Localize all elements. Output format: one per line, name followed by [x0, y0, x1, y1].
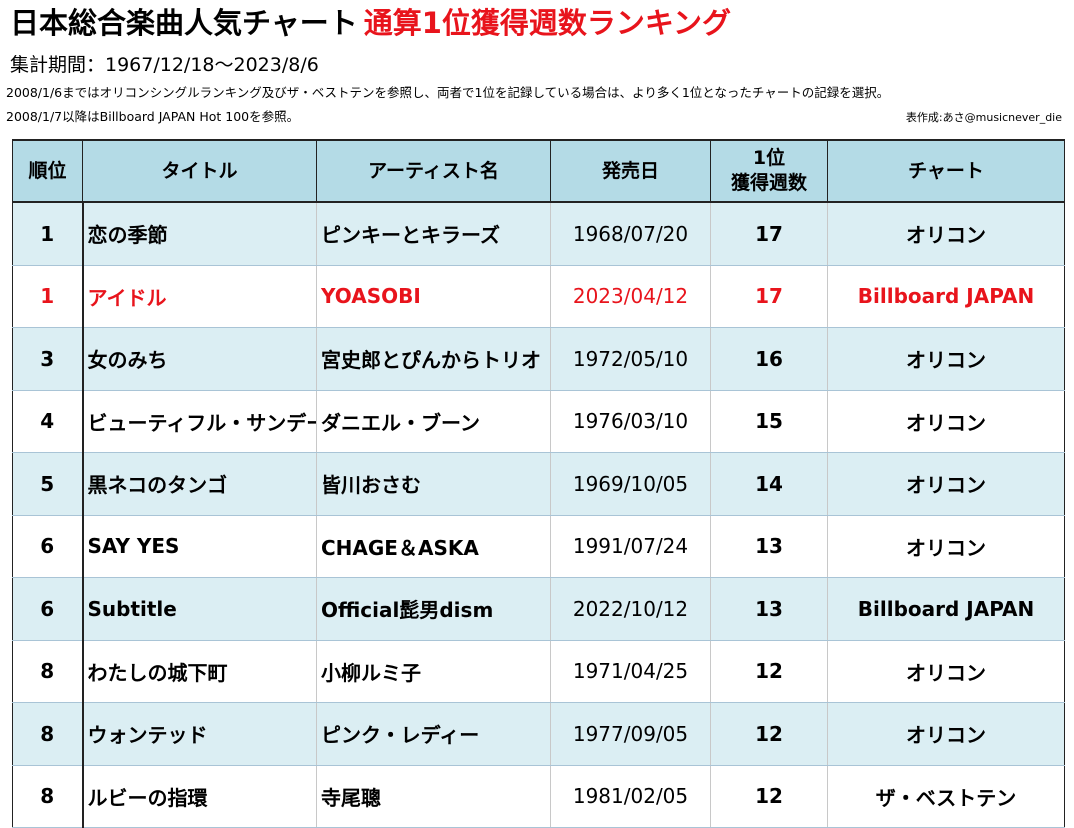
cell-title: アイドル	[81, 265, 317, 328]
title-subtitle: 通算1位獲得週数ランキング	[363, 6, 732, 40]
table-row: 6 Subtitle Official髭男dism 2022/10/12 13 Billb…	[12, 577, 1065, 641]
cell-weeks: 14	[710, 452, 828, 516]
credit: 表作成:あさ@musicnever_die	[905, 111, 1062, 124]
header-weeks: 1位獲得週数	[710, 139, 828, 203]
table-row: 1 アイドル YOASOBI 2023/04/12 17 Billboard JAPAN	[12, 265, 1065, 328]
cell-chart: ザ・ベストテン	[827, 765, 1065, 828]
cell-chart: Billboard JAPAN	[827, 577, 1065, 641]
header-weeks-line2: 獲得週数	[730, 172, 807, 194]
cell-release-date: 2022/10/12	[550, 577, 711, 641]
cell-artist: 寺尾聰	[316, 765, 551, 828]
table-row: 4 ビューティフル・サンデー ダニエル・ブーン 1976/03/10 15 オリコン	[12, 390, 1065, 453]
cell-rank: 8	[12, 765, 83, 828]
cell-artist: Official髭男dism	[316, 577, 551, 641]
cell-title: わたしの城下町	[81, 640, 317, 703]
cell-rank: 1	[12, 202, 83, 266]
cell-title: 恋の季節	[81, 202, 317, 266]
cell-weeks: 17	[710, 202, 828, 266]
cell-release-date: 1977/09/05	[550, 702, 711, 766]
aggregation-period: 集計期間：1967/12/18～2023/8/6	[10, 54, 319, 76]
cell-weeks: 12	[710, 765, 828, 828]
cell-chart: オリコン	[827, 515, 1065, 578]
title-main: 日本総合楽曲人気チャート	[10, 6, 358, 40]
header-weeks-line1: 1位	[752, 147, 786, 169]
cell-rank: 3	[12, 327, 83, 391]
cell-release-date: 1972/05/10	[550, 327, 711, 391]
cell-chart: オリコン	[827, 327, 1065, 391]
table-row: 8 ルビーの指環 寺尾聰 1981/02/05 12 ザ・ベストテン	[12, 765, 1065, 828]
cell-weeks: 13	[710, 577, 828, 641]
page-title: 日本総合楽曲人気チャート 通算1位獲得週数ランキング	[10, 4, 731, 42]
cell-weeks: 12	[710, 702, 828, 766]
cell-rank: 1	[12, 265, 83, 328]
cell-rank: 5	[12, 452, 83, 516]
cell-weeks: 12	[710, 640, 828, 703]
source-note-1: 2008/1/6まではオリコンシングルランキング及びザ・ベストテンを参照し、両者…	[6, 85, 890, 100]
cell-title: Subtitle	[81, 577, 317, 641]
cell-rank: 6	[12, 577, 83, 641]
cell-artist: 小柳ルミ子	[316, 640, 551, 703]
cell-artist: ダニエル・ブーン	[316, 390, 551, 453]
cell-title: ウォンテッド	[81, 702, 317, 766]
cell-release-date: 1991/07/24	[550, 515, 711, 578]
cell-title: ビューティフル・サンデー	[81, 390, 317, 453]
cell-title: SAY YES	[81, 515, 317, 578]
table-row: 6 SAY YES CHAGE＆ASKA 1991/07/24 13 オリコン	[12, 515, 1065, 578]
cell-artist: 皆川おさむ	[316, 452, 551, 516]
cell-release-date: 1971/04/25	[550, 640, 711, 703]
cell-weeks: 13	[710, 515, 828, 578]
cell-artist: YOASOBI	[316, 265, 551, 328]
table-row: 1 恋の季節 ピンキーとキラーズ 1968/07/20 17 オリコン	[12, 202, 1065, 266]
cell-artist: 宮史郎とぴんからトリオ	[316, 327, 551, 391]
cell-chart: Billboard JAPAN	[827, 265, 1065, 328]
cell-chart: オリコン	[827, 640, 1065, 703]
cell-artist: ピンキーとキラーズ	[316, 202, 551, 266]
cell-artist: CHAGE＆ASKA	[316, 515, 551, 578]
table-header-row: 順位 タイトル アーティスト名 発売日 1位獲得週数 チャート	[12, 139, 1065, 203]
cell-chart: オリコン	[827, 390, 1065, 453]
cell-rank: 8	[12, 702, 83, 766]
ranking-table: 順位 タイトル アーティスト名 発売日 1位獲得週数 チャート 1 恋の季節 ピンキ…	[12, 139, 1065, 828]
header-artist: アーティスト名	[316, 139, 551, 203]
cell-release-date: 2023/04/12	[550, 265, 711, 328]
table-row: 8 ウォンテッド ピンク・レディー 1977/09/05 12 オリコン	[12, 702, 1065, 766]
cell-rank: 4	[12, 390, 83, 453]
cell-release-date: 1976/03/10	[550, 390, 711, 453]
table-row: 3 女のみち 宮史郎とぴんからトリオ 1972/05/10 16 オリコン	[12, 327, 1065, 391]
cell-title: 黒ネコのタンゴ	[81, 452, 317, 516]
cell-weeks: 15	[710, 390, 828, 453]
source-note-2: 2008/1/7以降はBillboard JAPAN Hot 100を参照。	[6, 109, 300, 124]
header-release-date: 発売日	[550, 139, 711, 203]
cell-title: ルビーの指環	[81, 765, 317, 828]
cell-weeks: 17	[710, 265, 828, 328]
cell-release-date: 1968/07/20	[550, 202, 711, 266]
header-rank: 順位	[12, 139, 83, 203]
header-title: タイトル	[82, 139, 317, 203]
cell-artist: ピンク・レディー	[316, 702, 551, 766]
cell-chart: オリコン	[827, 202, 1065, 266]
cell-rank: 6	[12, 515, 83, 578]
header-chart: チャート	[827, 139, 1065, 203]
table-row: 8 わたしの城下町 小柳ルミ子 1971/04/25 12 オリコン	[12, 640, 1065, 703]
cell-rank: 8	[12, 640, 83, 703]
cell-chart: オリコン	[827, 452, 1065, 516]
cell-weeks: 16	[710, 327, 828, 391]
cell-chart: オリコン	[827, 702, 1065, 766]
cell-release-date: 1969/10/05	[550, 452, 711, 516]
cell-release-date: 1981/02/05	[550, 765, 711, 828]
cell-title: 女のみち	[81, 327, 317, 391]
table-row: 5 黒ネコのタンゴ 皆川おさむ 1969/10/05 14 オリコン	[12, 452, 1065, 516]
